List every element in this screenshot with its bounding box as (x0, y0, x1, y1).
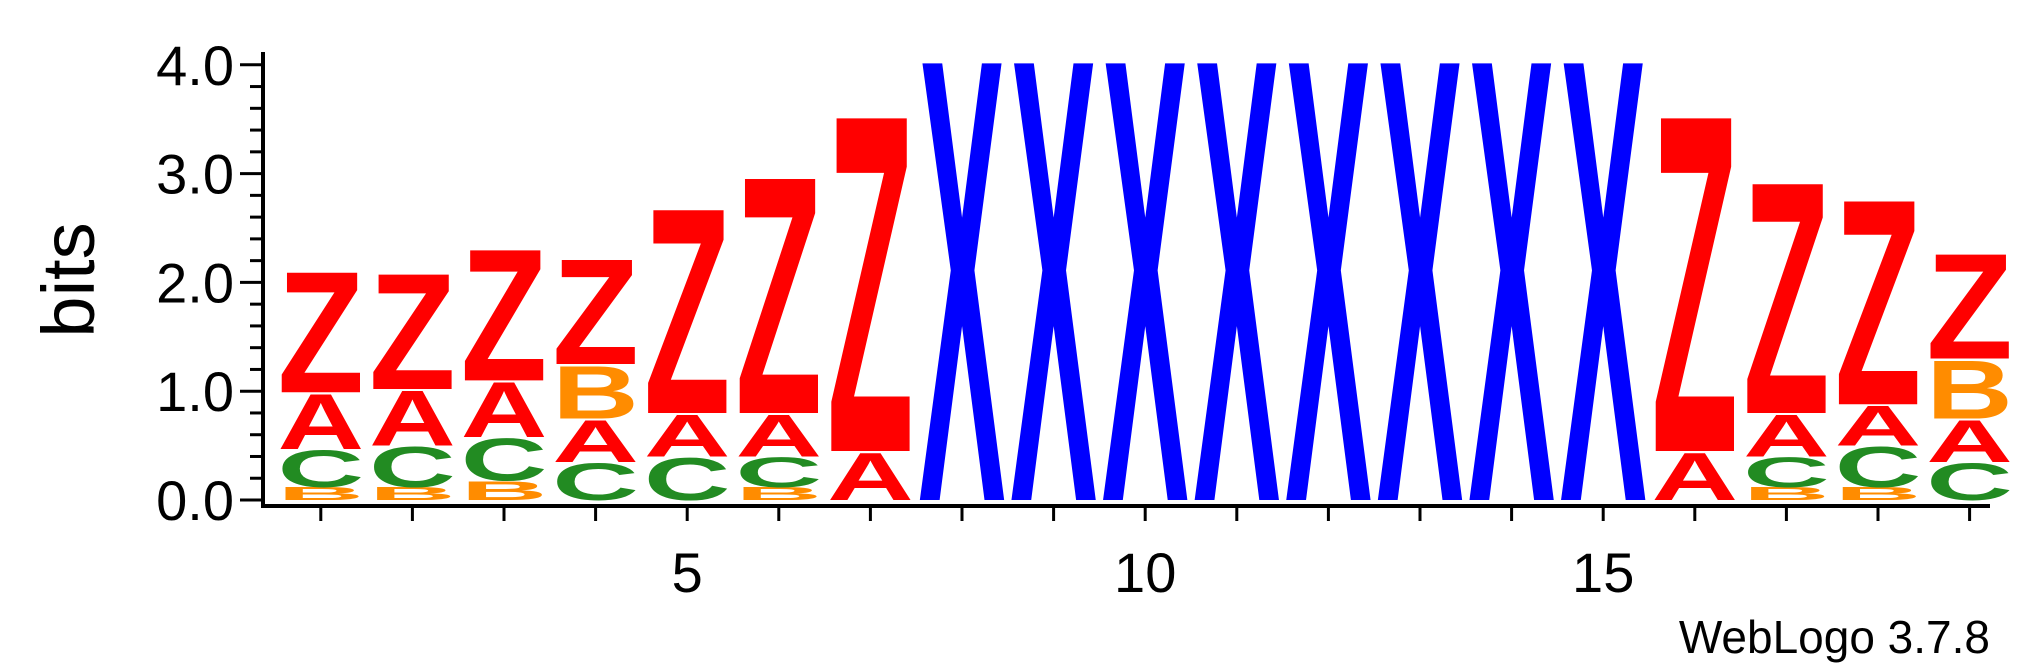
logo-letter-b-pos-2: B (369, 484, 456, 504)
logo-letter-a-pos-1: A (278, 378, 365, 466)
logo-letter-a-pos-2: A (369, 375, 456, 463)
logo-letter-b-pos-17: B (1743, 484, 1830, 504)
x-tick-label: 10 (1114, 541, 1176, 604)
logo-letter-a-pos-19: A (1926, 408, 2013, 475)
logo-letter-z-pos-17: Z (1743, 114, 1830, 485)
y-tick-label: 2.0 (156, 251, 234, 314)
logo-letter-c-pos-6: C (736, 449, 823, 496)
credit-label: WebLogo 3.7.8 (1679, 611, 1990, 663)
logo-letter-x-pos-15: X (1560, 0, 1647, 636)
logo-letter-c-pos-19: C (1926, 452, 2013, 511)
logo-letter-c-pos-5: C (644, 446, 731, 513)
logo-letter-b-pos-1: B (278, 484, 365, 504)
logo-letter-b-pos-6: B (736, 484, 823, 504)
logo-letter-a-pos-16: A (1652, 439, 1739, 515)
logo-letter-z-pos-16: Z (1652, 13, 1739, 554)
logo-letter-c-pos-3: C (461, 426, 548, 493)
logo-letter-c-pos-2: C (369, 435, 456, 499)
logo-letter-x-pos-14: X (1468, 0, 1555, 636)
axes: 0.0 1.0 2.0 3.0 4.0 5 10 15 (156, 34, 1990, 604)
logo-letter-a-pos-6: A (736, 402, 823, 469)
logo-letter-z-pos-7: Z (827, 13, 914, 554)
logo-letter-x-pos-9: X (1010, 0, 1097, 636)
logo-letter-a-pos-5: A (644, 402, 731, 469)
logo-letter-x-pos-12: X (1285, 0, 1372, 636)
logo-letter-c-pos-4: C (552, 452, 639, 511)
logo-letter-x-pos-11: X (1194, 0, 1281, 636)
x-ticks: 5 10 15 (319, 506, 1972, 604)
logo-letter-b-pos-3: B (461, 476, 548, 506)
x-tick-label: 5 (672, 541, 703, 604)
logo-letter-b-pos-4: B (552, 351, 639, 435)
y-major-ticks: 0.0 1.0 2.0 3.0 4.0 (156, 34, 263, 532)
logo-letter-c-pos-18: C (1835, 435, 1922, 499)
logo-letter-z-pos-6: Z (736, 106, 823, 486)
y-tick-label: 4.0 (156, 34, 234, 97)
y-axis-label: bits (27, 222, 110, 337)
logo-letter-z-pos-2: Z (369, 238, 456, 424)
logo-letter-a-pos-4: A (552, 408, 639, 475)
logo-letter-a-pos-17: A (1743, 402, 1830, 469)
y-tick-label: 1.0 (156, 360, 234, 423)
logo-letter-x-pos-13: X (1377, 0, 1464, 636)
y-minor-ticks (250, 85, 263, 480)
logo-letter-x-pos-10: X (1102, 0, 1189, 636)
logo-letter-z-pos-3: Z (461, 211, 548, 421)
logo-letter-z-pos-5: Z (644, 147, 731, 476)
logo-letter-c-pos-1: C (278, 439, 365, 498)
logo-letter-z-pos-4: Z (552, 228, 639, 397)
x-tick-label: 15 (1572, 541, 1634, 604)
logo-letter-a-pos-3: A (461, 366, 548, 454)
logo-letter-b-pos-18: B (1835, 484, 1922, 504)
logo-letter-x-pos-8: X (919, 0, 1006, 636)
logo-letter-z-pos-18: Z (1835, 138, 1922, 467)
logo-letter-a-pos-7: A (827, 439, 914, 515)
logo-letter-c-pos-17: C (1743, 449, 1830, 496)
y-tick-label: 0.0 (156, 469, 234, 532)
y-tick-label: 3.0 (156, 143, 234, 206)
logo-letter-a-pos-18: A (1835, 394, 1922, 458)
logo-letter-b-pos-19: B (1926, 343, 2013, 436)
logo-letter-z-pos-19: Z (1926, 222, 2013, 391)
logo-letter-z-pos-1: Z (278, 234, 365, 429)
